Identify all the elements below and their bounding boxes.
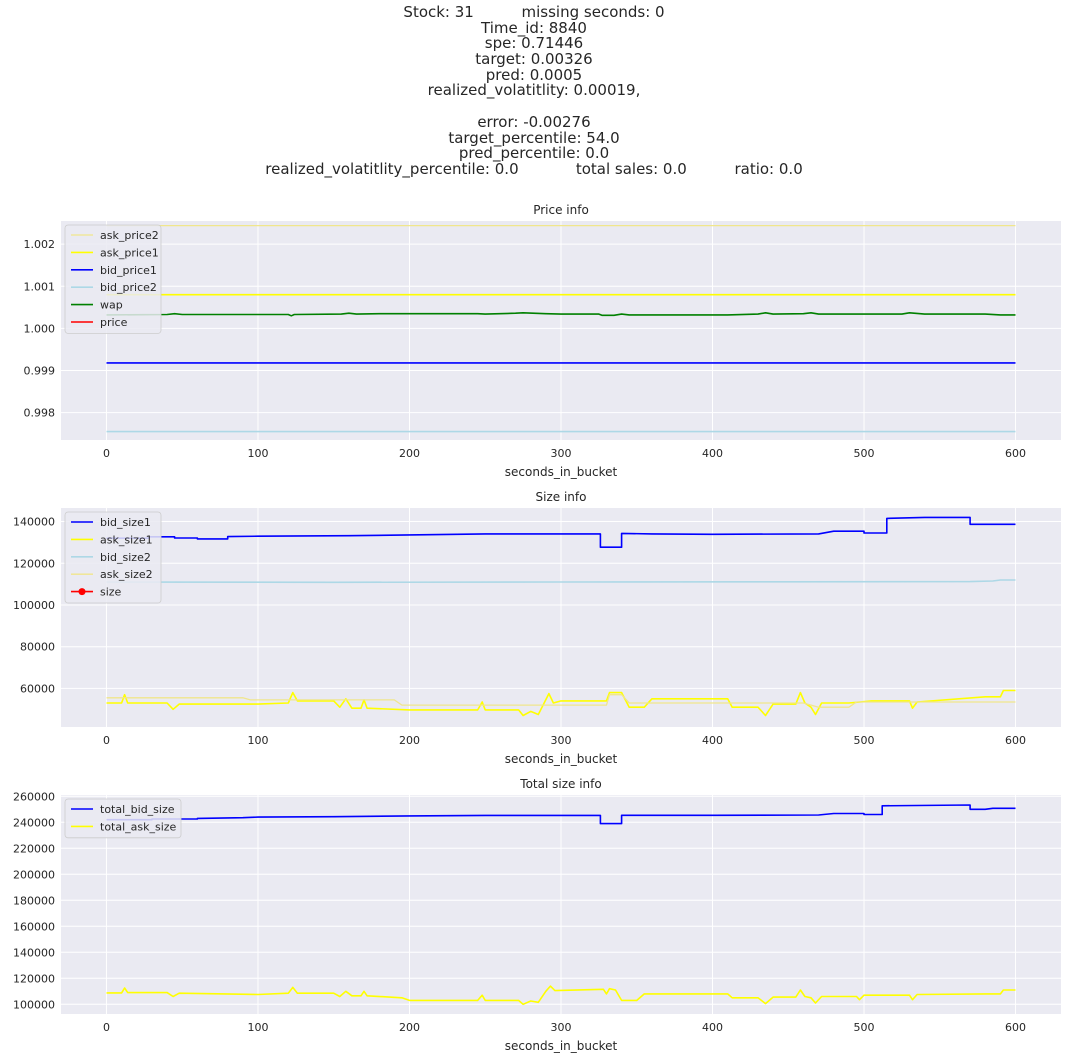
y-tick-label: 240000 bbox=[13, 816, 55, 829]
x-tick-label: 600 bbox=[1005, 734, 1026, 747]
y-tick-label: 60000 bbox=[20, 682, 55, 695]
header-line: target_percentile: 54.0 bbox=[448, 128, 620, 147]
x-tick-label: 0 bbox=[103, 1021, 110, 1034]
legend-label: bid_size2 bbox=[100, 551, 151, 564]
x-tick-label: 400 bbox=[702, 734, 723, 747]
y-tick-label: 200000 bbox=[13, 868, 55, 881]
figure-header: Stock: 31 missing seconds: 0 Time_id: 884… bbox=[0, 3, 1068, 178]
series-line-bid_size2 bbox=[106, 579, 1016, 584]
series-line-bid_size1 bbox=[106, 516, 1016, 548]
legend-label: bid_price2 bbox=[100, 281, 157, 294]
chart-panel: 0 100 200 300 400 500 600 60000 80000 100000 12000… bbox=[13, 490, 1061, 766]
x-tick-label: 100 bbox=[247, 734, 268, 747]
series-line-total_bid_size bbox=[106, 804, 1016, 825]
series-line-total_ask_size bbox=[106, 985, 1016, 1006]
header-line: realized_volatitlity_percentile: 0.0 tot… bbox=[265, 159, 803, 178]
header-line: error: -0.00276 bbox=[477, 112, 591, 131]
y-tick-label: 180000 bbox=[13, 894, 55, 907]
legend-box bbox=[64, 798, 182, 839]
legend-label: bid_size1 bbox=[100, 516, 151, 529]
legend-box bbox=[64, 511, 162, 604]
x-tick-label: 200 bbox=[399, 1021, 420, 1034]
chart-title: Size info bbox=[536, 490, 587, 504]
x-axis-label: seconds_in_bucket bbox=[505, 1039, 618, 1053]
legend-label: total_ask_size bbox=[100, 820, 177, 833]
legend-marker-size bbox=[78, 588, 86, 596]
x-tick-label: 300 bbox=[551, 1021, 572, 1034]
legend-label: price bbox=[100, 316, 128, 329]
y-tick-label: 220000 bbox=[13, 842, 55, 855]
chart-panel: 0 100 200 300 400 500 600 100000 120000 140000 160… bbox=[13, 777, 1061, 1053]
x-axis-label: seconds_in_bucket bbox=[505, 752, 618, 766]
y-tick-label: 1.000 bbox=[24, 322, 56, 335]
header-line: pred: 0.0005 bbox=[485, 65, 583, 84]
x-tick-label: 400 bbox=[702, 1021, 723, 1034]
y-tick-label: 260000 bbox=[13, 790, 55, 803]
y-tick-label: 140000 bbox=[13, 946, 55, 959]
x-tick-label: 300 bbox=[551, 447, 572, 460]
series-line-ask_size2 bbox=[106, 694, 1016, 708]
y-tick-label: 140000 bbox=[13, 516, 55, 529]
y-tick-label: 1.001 bbox=[24, 280, 56, 293]
x-tick-label: 500 bbox=[854, 447, 875, 460]
x-tick-label: 600 bbox=[1005, 1021, 1026, 1034]
x-tick-label: 300 bbox=[551, 734, 572, 747]
x-tick-label: 500 bbox=[854, 734, 875, 747]
x-tick-label: 600 bbox=[1005, 447, 1026, 460]
header-line: target: 0.00326 bbox=[475, 50, 593, 69]
chart-title: Price info bbox=[533, 203, 589, 217]
y-tick-label: 1.002 bbox=[24, 238, 56, 251]
x-tick-label: 0 bbox=[103, 734, 110, 747]
x-tick-label: 100 bbox=[247, 447, 268, 460]
x-tick-label: 0 bbox=[103, 447, 110, 460]
header-line: Stock: 31 missing seconds: 0 bbox=[403, 3, 665, 21]
header-line: spe: 0.71446 bbox=[484, 34, 584, 53]
legend-label: wap bbox=[100, 299, 123, 312]
legend-label: ask_price1 bbox=[100, 246, 159, 259]
y-tick-label: 100000 bbox=[13, 599, 55, 612]
y-tick-label: 160000 bbox=[13, 920, 55, 933]
legend-label: size bbox=[100, 586, 122, 599]
y-tick-label: 0.998 bbox=[24, 407, 56, 420]
x-axis-label: seconds_in_bucket bbox=[505, 465, 618, 479]
x-tick-label: 100 bbox=[247, 1021, 268, 1034]
chart-title: Total size info bbox=[519, 777, 601, 791]
legend-label: ask_size1 bbox=[100, 533, 153, 546]
legend-label: ask_price2 bbox=[100, 229, 159, 242]
y-tick-label: 120000 bbox=[13, 972, 55, 985]
y-tick-label: 80000 bbox=[20, 641, 55, 654]
y-tick-label: 100000 bbox=[13, 998, 55, 1011]
x-tick-label: 200 bbox=[399, 734, 420, 747]
x-tick-label: 200 bbox=[399, 447, 420, 460]
x-tick-label: 400 bbox=[702, 447, 723, 460]
header-line: realized_volatitlity: 0.00019, bbox=[427, 81, 641, 100]
y-tick-label: 0.999 bbox=[24, 365, 56, 378]
legend-label: total_bid_size bbox=[100, 803, 175, 816]
header-line: pred_percentile: 0.0 bbox=[458, 144, 610, 163]
series-line-wap bbox=[106, 312, 1016, 317]
y-tick-label: 120000 bbox=[13, 557, 55, 570]
header-line: Time_id: 8840 bbox=[481, 18, 587, 37]
x-tick-label: 500 bbox=[854, 1021, 875, 1034]
legend-label: ask_size2 bbox=[100, 568, 153, 581]
chart-panel: 0 100 200 300 400 500 600 0.998 0.999 1.000 1.001 1… bbox=[24, 203, 1061, 479]
series-line-ask_size1 bbox=[106, 689, 1016, 717]
legend-label: bid_price1 bbox=[100, 264, 157, 277]
